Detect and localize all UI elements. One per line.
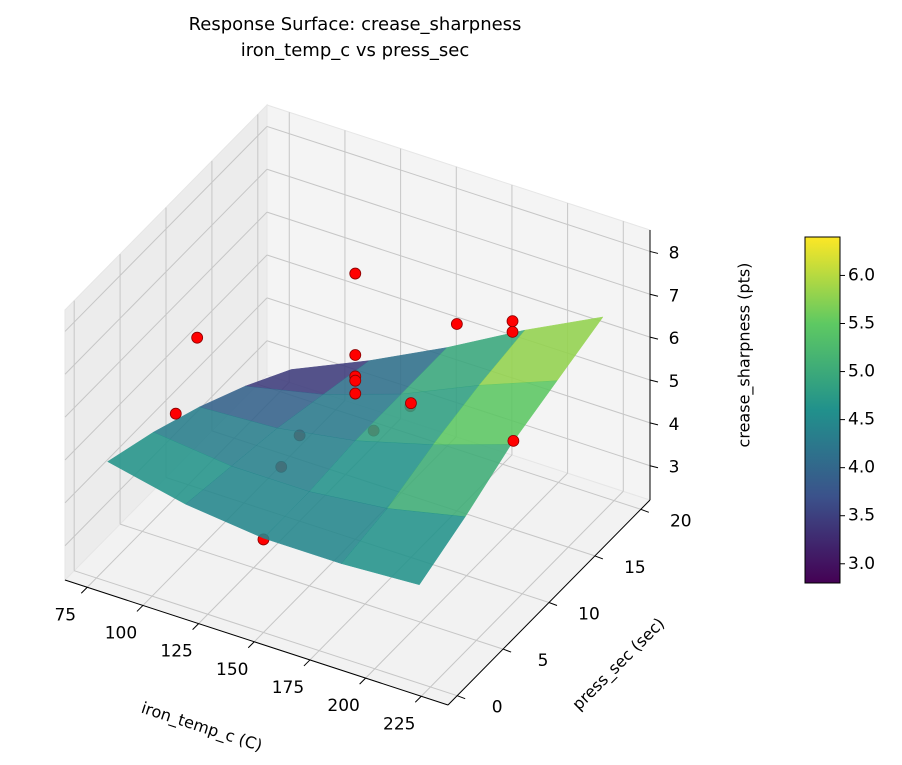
grid-line [64, 126, 268, 332]
z-tick [649, 379, 659, 383]
colorbar-tick-label: 3.5 [848, 506, 875, 526]
colorbar-tick-label: 5.5 [848, 314, 875, 334]
grid-line [64, 254, 268, 461]
data-point [169, 407, 182, 420]
grid-line [64, 168, 268, 375]
x-tick-label: 225 [383, 714, 415, 734]
x-tick [136, 605, 144, 612]
data-point [349, 387, 362, 400]
data-point [405, 397, 417, 410]
y-tick-label: 5 [538, 651, 549, 671]
axis-line [64, 579, 449, 706]
surface-patch [340, 508, 466, 586]
y-tick [548, 602, 558, 606]
x-tick-label: 150 [216, 660, 248, 680]
colorbar-tick-label: 3.0 [848, 554, 875, 574]
grid-line [266, 125, 651, 252]
z-tick-label: 8 [669, 243, 680, 263]
grid-line [64, 297, 268, 504]
x-axis-label: iron_temp_c (C) [139, 698, 265, 756]
data-point [349, 349, 362, 361]
x-tick-label: 175 [272, 678, 304, 698]
data-point [349, 267, 362, 280]
y-tick [594, 555, 604, 560]
y-tick [502, 648, 512, 653]
z-tick [649, 465, 659, 469]
y-tick-label: 20 [670, 511, 692, 531]
data-point [191, 331, 204, 344]
y-tick-label: 10 [578, 605, 600, 625]
y-tick-label: 15 [624, 558, 646, 578]
z-tick [649, 250, 659, 254]
y-tick [640, 508, 649, 513]
x-tick [303, 659, 311, 667]
z-tick-label: 4 [669, 415, 680, 435]
x-tick-label: 200 [327, 696, 359, 716]
grid-line [64, 211, 268, 418]
x-tick-label: 75 [54, 605, 76, 625]
y-axis-label: press_sec (sec) [568, 614, 669, 715]
x-tick [359, 677, 366, 685]
colorbar-tick-label: 6.0 [848, 265, 875, 285]
z-tick [649, 422, 659, 426]
y-tick [457, 695, 466, 700]
z-axis-label: crease_sharpness (pts) [735, 263, 755, 448]
x-tick-label: 125 [160, 642, 192, 662]
chart-title: Response Surface: crease_sharpness iron_… [188, 14, 522, 61]
colorbar-tick-label: 4.0 [848, 458, 875, 478]
colorbar-tick-label: 4.5 [848, 410, 875, 430]
z-tick-label: 3 [669, 458, 680, 478]
data-point [450, 318, 463, 330]
data-point [506, 325, 519, 338]
x-tick [247, 641, 255, 649]
z-tick-label: 6 [669, 329, 680, 349]
grid-line [119, 523, 504, 650]
grid-line [266, 254, 651, 381]
data-point [506, 315, 519, 328]
x-tick [414, 695, 422, 703]
grid-line [74, 570, 458, 697]
z-tick [649, 336, 659, 340]
grid-line [266, 211, 651, 338]
x-tick [192, 623, 199, 630]
z-tick-label: 5 [669, 372, 680, 392]
colorbar [804, 236, 841, 584]
colorbar-tick-label: 5.0 [848, 362, 875, 382]
data-point [349, 374, 362, 387]
z-tick-label: 7 [669, 286, 680, 306]
x-tick [80, 586, 88, 594]
y-tick-label: 0 [492, 698, 503, 718]
z-tick [649, 293, 659, 297]
grid-line [266, 168, 651, 295]
x-tick-label: 100 [105, 623, 137, 643]
data-point [507, 434, 520, 447]
